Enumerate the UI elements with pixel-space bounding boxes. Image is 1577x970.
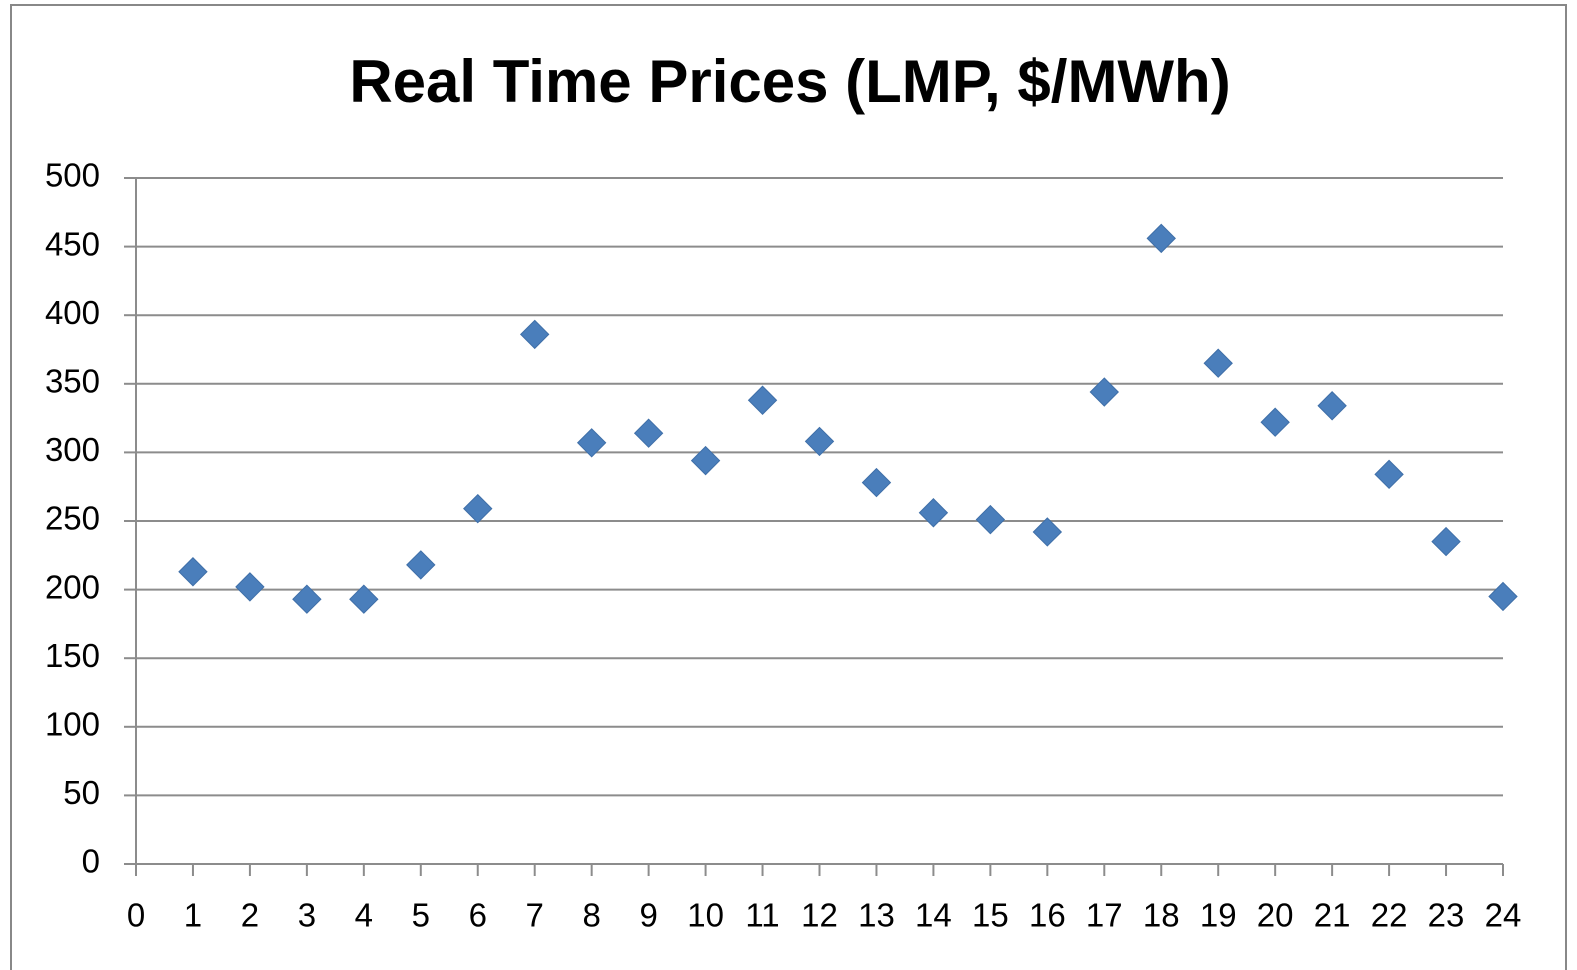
data-point <box>804 426 835 457</box>
x-tick-label: 15 <box>972 897 1009 934</box>
y-tick-label: 0 <box>82 843 100 880</box>
y-tick-label: 150 <box>45 637 100 674</box>
data-point <box>1374 459 1404 490</box>
y-tick-label: 350 <box>45 363 100 400</box>
data-point <box>463 493 493 524</box>
data-point <box>292 584 322 614</box>
data-point <box>975 504 1006 535</box>
data-point <box>1488 581 1518 612</box>
x-tick-label: 6 <box>469 897 487 934</box>
x-tick-label: 16 <box>1029 897 1066 934</box>
x-tick-label: 4 <box>355 897 373 934</box>
data-point <box>1146 223 1176 254</box>
x-tick-label: 12 <box>801 897 838 934</box>
x-tick-label: 14 <box>915 897 952 934</box>
x-tick-label: 5 <box>412 897 430 934</box>
data-point <box>406 550 436 580</box>
x-tick-label: 1 <box>184 897 202 934</box>
x-tick-label: 10 <box>687 897 724 934</box>
data-point <box>520 319 550 350</box>
chart-frame <box>10 4 1567 970</box>
y-tick-label: 100 <box>45 706 100 743</box>
data-point <box>1089 377 1119 407</box>
y-tick-label: 50 <box>63 774 100 811</box>
y-tick-label: 200 <box>45 568 100 605</box>
x-tick-label: 19 <box>1200 897 1237 934</box>
data-point <box>1317 391 1347 421</box>
x-tick-label: 2 <box>241 897 259 934</box>
data-point <box>690 445 721 476</box>
chart-title: Real Time Prices (LMP, $/MWh) <box>349 48 1230 115</box>
y-tick-label: 300 <box>45 431 100 468</box>
x-tick-label: 17 <box>1086 897 1123 934</box>
x-tick-label: 21 <box>1314 897 1351 934</box>
data-point <box>633 418 664 448</box>
x-tick-label: 23 <box>1428 897 1465 934</box>
y-tick-label: 250 <box>45 500 100 537</box>
x-tick-label: 0 <box>127 897 145 934</box>
x-tick-label: 20 <box>1257 897 1294 934</box>
x-tick-label: 13 <box>858 897 895 934</box>
x-tick-label: 11 <box>745 897 779 934</box>
x-tick-label: 7 <box>526 897 544 934</box>
data-point <box>861 467 892 498</box>
data-point <box>1431 526 1461 557</box>
data-point <box>918 498 949 528</box>
data-point <box>747 385 778 415</box>
x-tick-label: 24 <box>1485 897 1522 934</box>
data-point <box>576 428 607 458</box>
data-point <box>1260 407 1290 437</box>
x-tick-label: 18 <box>1143 897 1180 934</box>
x-tick-label: 3 <box>298 897 316 934</box>
data-point <box>1203 348 1233 378</box>
y-tick-label: 400 <box>45 294 100 331</box>
x-tick-label: 8 <box>582 897 600 934</box>
data-point <box>1032 517 1063 547</box>
x-tick-label: 22 <box>1371 897 1408 934</box>
x-tick-label: 9 <box>639 897 657 934</box>
y-tick-label: 500 <box>45 157 100 194</box>
data-point <box>235 572 265 602</box>
y-tick-label: 450 <box>45 225 100 262</box>
data-point <box>349 584 379 614</box>
data-point <box>178 557 208 587</box>
